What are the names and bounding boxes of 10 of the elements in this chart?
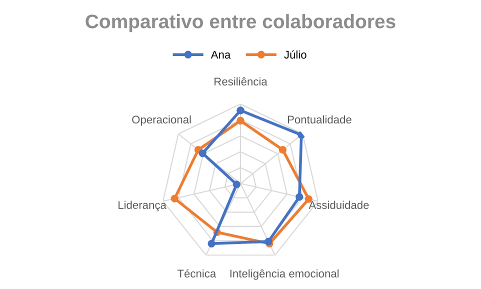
legend-label: Júlio [284,50,306,59]
spoke-label: Inteligência emocional [230,269,339,280]
legend-label: Ana [210,50,231,59]
spoke-label: Pontualidade [288,115,352,124]
chart-title: Comparativo entre colaboradores [86,14,396,32]
spoke-label: Operacional [132,115,191,126]
spoke-label: Liderança [118,200,166,212]
spoke-label: Assiduidade [308,200,369,209]
spoke-label: Técnica [177,269,216,278]
spoke-label: Resiliência [214,77,268,86]
